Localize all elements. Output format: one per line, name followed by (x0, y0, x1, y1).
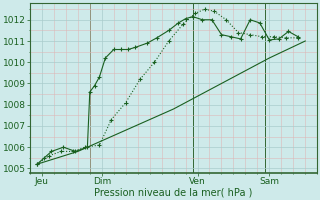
X-axis label: Pression niveau de la mer( hPa ): Pression niveau de la mer( hPa ) (94, 187, 253, 197)
